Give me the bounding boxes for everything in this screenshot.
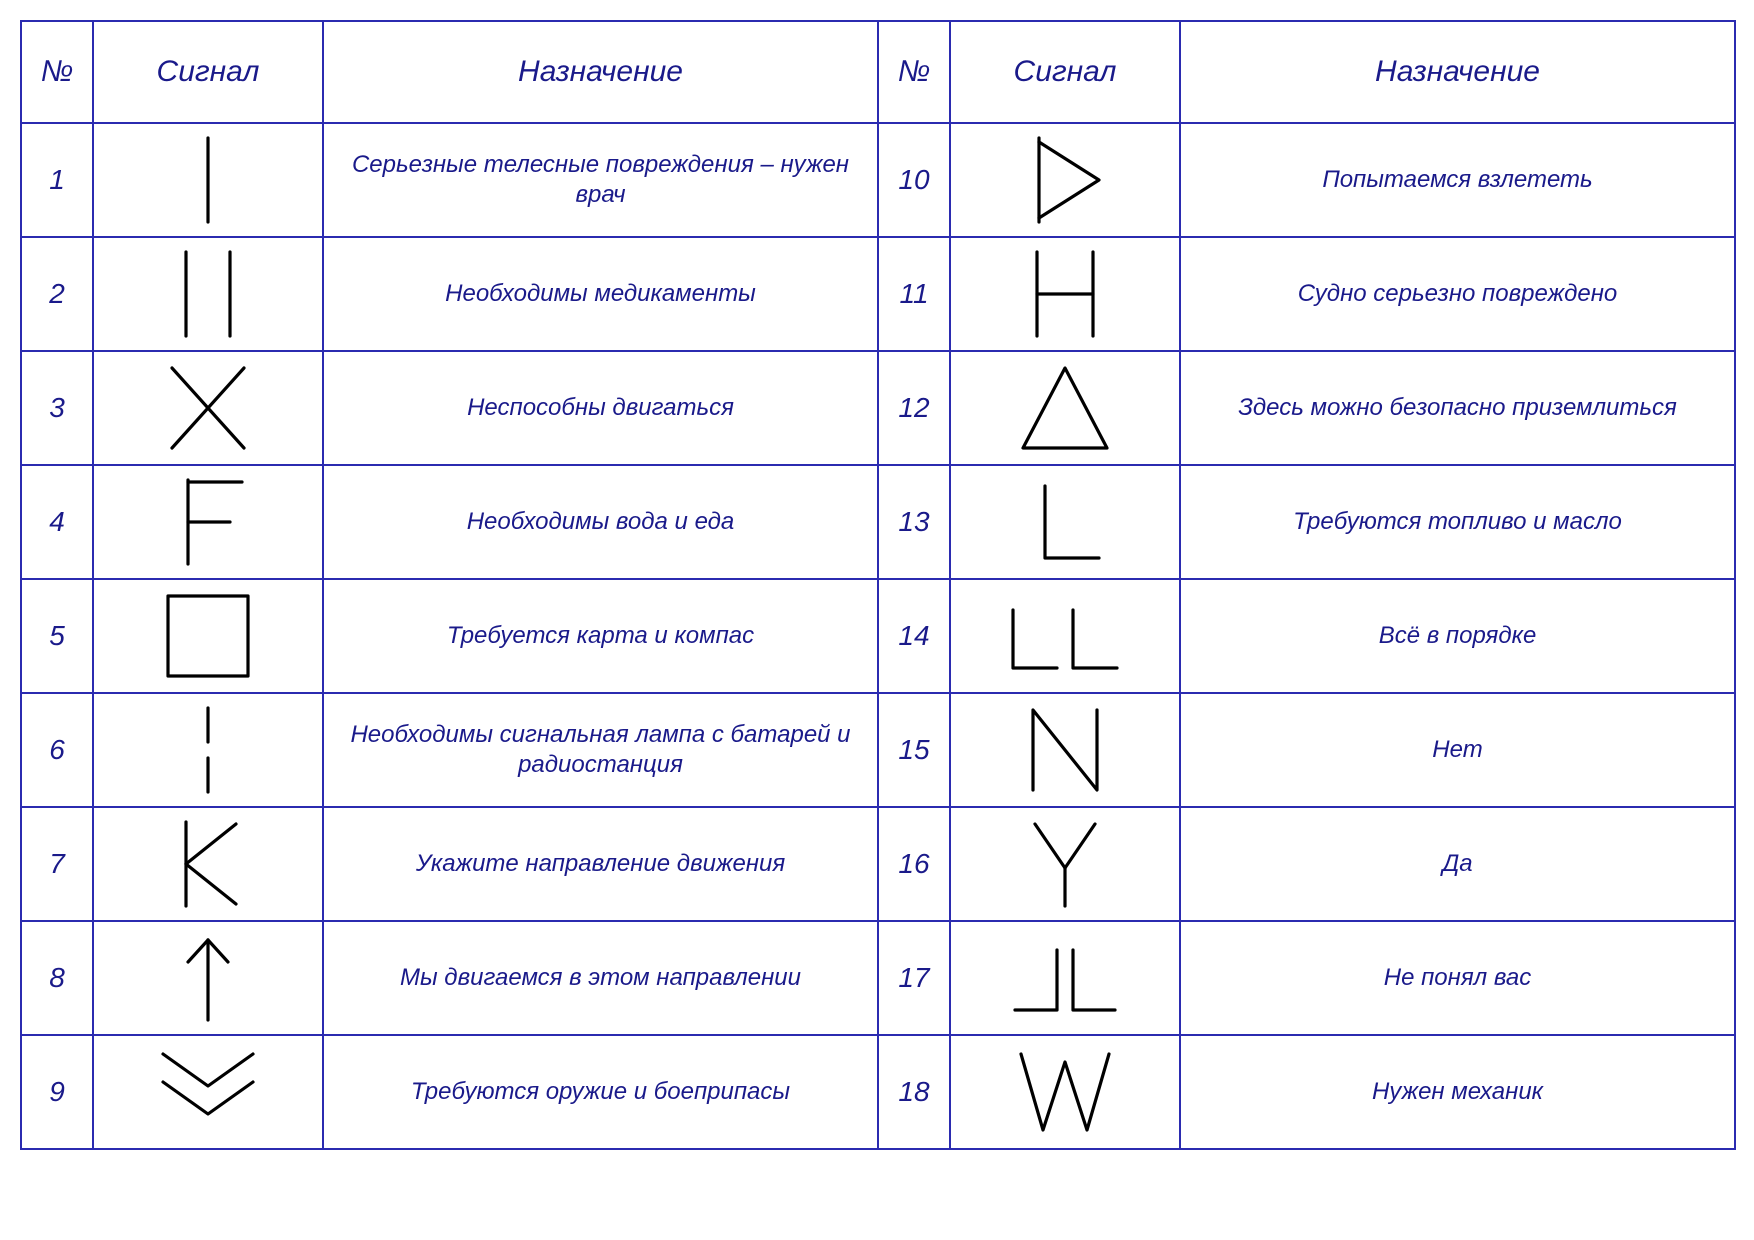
signal-cell [950,921,1180,1035]
two-vertical-lines-icon [94,244,322,344]
row-desc: Судно серьезно повреждено [1180,237,1735,351]
row-desc: Необходимы вода и еда [323,465,878,579]
row-desc: Нет [1180,693,1735,807]
col-header-num: № [878,21,950,123]
col-header-desc: Назначение [323,21,878,123]
row-num: 15 [878,693,950,807]
row-num: 3 [21,351,93,465]
table-row: 5 Требуется карта и компас14 Всё в порядке [21,579,1735,693]
signal-cell [93,237,323,351]
row-desc: Попытаемся взлететь [1180,123,1735,237]
signal-cell [93,351,323,465]
row-desc: Мы двигаемся в этом направлении [323,921,878,1035]
row-desc: Здесь можно безопасно приземлиться [1180,351,1735,465]
row-desc: Да [1180,807,1735,921]
row-num: 2 [21,237,93,351]
col-header-sig: Сигнал [93,21,323,123]
row-desc: Серьезные телесные повреждения – нужен в… [323,123,878,237]
letter-k-icon [94,814,322,914]
table-row: 6 Необходимы сигнальная лампа с батарей и… [21,693,1735,807]
signal-cell [950,351,1180,465]
letter-l-icon [951,472,1179,572]
row-num: 1 [21,123,93,237]
signal-cell [950,807,1180,921]
row-num: 7 [21,807,93,921]
x-cross-icon [94,358,322,458]
signal-cell [93,123,323,237]
row-num: 11 [878,237,950,351]
triangle-right-flag-icon [951,130,1179,230]
double-chevron-down-icon [94,1042,322,1142]
vertical-line-icon [94,130,322,230]
broken-vertical-icon [94,700,322,800]
col-header-desc: Назначение [1180,21,1735,123]
signal-cell [93,693,323,807]
signal-cell [950,579,1180,693]
row-desc: Необходимы медикаменты [323,237,878,351]
signal-cell [93,807,323,921]
letter-h-open-icon [951,244,1179,344]
row-num: 4 [21,465,93,579]
row-desc: Требуется карта и компас [323,579,878,693]
table-row: 2 Необходимы медикаменты11 Судно серьезно … [21,237,1735,351]
col-header-sig: Сигнал [950,21,1180,123]
signal-cell [950,237,1180,351]
signal-cell [93,465,323,579]
square-icon [94,586,322,686]
triangle-icon [951,358,1179,458]
row-desc: Всё в порядке [1180,579,1735,693]
row-num: 6 [21,693,93,807]
row-desc: Нужен механик [1180,1035,1735,1149]
row-num: 17 [878,921,950,1035]
table-header-row: № Сигнал Назначение № Сигнал Назначение [21,21,1735,123]
table-row: 3 Неспособны двигаться12 Здесь можно безоп… [21,351,1735,465]
table-row: 9 Требуются оружие и боеприпасы18 Нужен ме… [21,1035,1735,1149]
signals-table: № Сигнал Назначение № Сигнал Назначение … [20,20,1736,1150]
table-row: 8 Мы двигаемся в этом направлении17 Не пон… [21,921,1735,1035]
letter-n-icon [951,700,1179,800]
row-desc: Требуются оружие и боеприпасы [323,1035,878,1149]
row-num: 10 [878,123,950,237]
row-desc: Необходимы сигнальная лампа с батарей и … [323,693,878,807]
row-desc: Неспособны двигаться [323,351,878,465]
signal-cell [93,921,323,1035]
jl-pair-icon [951,928,1179,1028]
signal-cell [93,1035,323,1149]
row-desc: Укажите направление движения [323,807,878,921]
row-num: 16 [878,807,950,921]
row-num: 9 [21,1035,93,1149]
row-num: 8 [21,921,93,1035]
signal-cell [950,1035,1180,1149]
table-row: 4 Необходимы вода и еда13 Требуются топлив… [21,465,1735,579]
row-num: 13 [878,465,950,579]
table-row: 1 Серьезные телесные повреждения – нужен … [21,123,1735,237]
row-desc: Не понял вас [1180,921,1735,1035]
row-num: 14 [878,579,950,693]
signal-cell [93,579,323,693]
signal-cell [950,693,1180,807]
double-l-icon [951,586,1179,686]
row-num: 5 [21,579,93,693]
arrow-up-icon [94,928,322,1028]
letter-y-icon [951,814,1179,914]
row-num: 18 [878,1035,950,1149]
letter-w-icon [951,1042,1179,1142]
row-desc: Требуются топливо и масло [1180,465,1735,579]
row-num: 12 [878,351,950,465]
signal-cell [950,123,1180,237]
letter-f-icon [94,472,322,572]
table-row: 7 Укажите направление движения16 Да [21,807,1735,921]
signal-cell [950,465,1180,579]
col-header-num: № [21,21,93,123]
